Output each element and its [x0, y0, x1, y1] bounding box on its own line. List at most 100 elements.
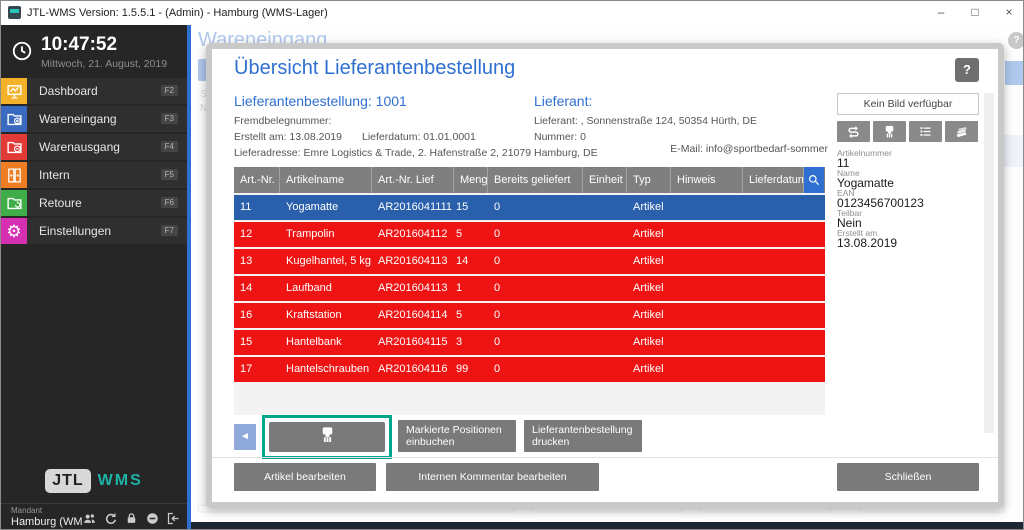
field-label: EAN: [837, 188, 855, 198]
supplier-address: Lieferant: , Sonnenstraße 124, 50354 Hür…: [534, 115, 757, 127]
sidebar-item-dashboard[interactable]: Dashboard F2: [1, 78, 187, 104]
sidebar-item-einstellungen[interactable]: ⚙ Einstellungen F7: [1, 218, 187, 244]
article-details: Artikelnummer 11 Name Yogamatte EAN 0123…: [837, 149, 987, 249]
cell-typ: Artikel: [633, 201, 664, 213]
cell-artikelname: Laufband: [286, 282, 332, 294]
titlebar: JTL-WMS Version: 1.5.5.1 - (Admin) - Ham…: [1, 1, 1023, 25]
cell-spacer: [804, 249, 824, 274]
cell-artikelname: Kugelhantel, 5 kg: [286, 255, 372, 267]
cell-artikelname: Hantelschrauben: [286, 363, 370, 375]
table-row[interactable]: 12 Trampolin AR201604112 5 0 Artikel: [234, 222, 825, 247]
table-row[interactable]: 17 Hantelschrauben AR201604116 99 0 Arti…: [234, 357, 825, 382]
sidebar-item-warenausgang[interactable]: Warenausgang F4: [1, 134, 187, 160]
swap-button[interactable]: [837, 121, 870, 142]
col-artnr[interactable]: Art.-Nr.: [234, 167, 280, 193]
fkey-badge: F2: [160, 85, 178, 96]
sidebar-item-label: Wareneingang: [39, 112, 117, 126]
collapse-panel-button[interactable]: ◄: [234, 424, 256, 450]
sidebar-item-label: Dashboard: [39, 84, 98, 98]
minus-circle-icon[interactable]: [145, 511, 160, 529]
cell-einheit: [583, 357, 627, 382]
supplier-email: E-Mail: info@sportbedarf-sommer: [670, 143, 828, 155]
cell-lieferdatum: [743, 276, 804, 301]
col-bereits-geliefert[interactable]: Bereits geliefert: [488, 167, 583, 193]
cell-artnr-lief: AR201604113: [378, 255, 448, 267]
col-artnr-lief[interactable]: Art.-Nr. Lief: [372, 167, 454, 193]
table-row[interactable]: 15 Hantelbank AR201604115 3 0 Artikel: [234, 330, 825, 355]
lock-icon[interactable]: [124, 511, 139, 529]
col-typ[interactable]: Typ: [627, 167, 671, 193]
help-button[interactable]: ?: [955, 58, 979, 82]
cell-einheit: [583, 222, 627, 247]
cell-lieferdatum: [743, 249, 804, 274]
no-image-placeholder: Kein Bild verfügbar: [837, 93, 979, 115]
book-marked-positions-button[interactable]: Markierte Positionen einbuchen: [398, 420, 516, 452]
cell-menge: 5: [456, 309, 463, 321]
table-row[interactable]: 11 Yogamatte AR2016041111 15 0 Artikel: [234, 195, 825, 220]
minimize-button[interactable]: –: [937, 5, 945, 19]
cell-spacer: [804, 195, 824, 220]
order-heading: Lieferantenbestellung: 1001: [234, 93, 407, 109]
stamp-button-small[interactable]: [873, 121, 906, 142]
window-title: JTL-WMS Version: 1.5.5.1 - (Admin) - Ham…: [27, 7, 328, 19]
dialog-title: Übersicht Lieferantenbestellung: [234, 57, 516, 79]
sidebar-nav: Dashboard F2 Wareneingang F3 Warenausgan…: [1, 78, 187, 246]
cell-menge: 1: [456, 282, 463, 294]
cell-einheit: [583, 276, 627, 301]
cell-artnr-lief: AR201604113: [378, 282, 448, 294]
cell-bereits-geliefert: 0: [494, 282, 501, 294]
jtl-wms-logo: JTL WMS: [1, 469, 187, 493]
close-button[interactable]: ×: [1005, 5, 1013, 19]
table-row[interactable]: 16 Kraftstation AR201604114 5 0 Artikel: [234, 303, 825, 328]
action-highlight-frame: [262, 415, 392, 459]
cell-artikelname: Trampolin: [286, 228, 335, 240]
cell-hinweis: [671, 249, 743, 274]
book-position-button[interactable]: [269, 422, 385, 452]
cell-artikelname: Hantelbank: [286, 336, 342, 348]
return-icon: [1, 190, 27, 216]
cell-lieferdatum: [743, 357, 804, 382]
col-menge[interactable]: Menge: [454, 167, 488, 193]
field-label: Teilbar: [837, 208, 863, 218]
close-dialog-button[interactable]: Schließen: [837, 463, 979, 491]
cell-lieferdatum: [743, 195, 804, 220]
books-button[interactable]: [945, 121, 978, 142]
table-row[interactable]: 13 Kugelhantel, 5 kg AR201604113 14 0 Ar…: [234, 249, 825, 274]
logout-icon[interactable]: [166, 511, 181, 529]
edit-comment-button[interactable]: Internen Kommentar bearbeiten: [386, 463, 599, 491]
positions-table: Art.-Nr. Artikelname Art.-Nr. Lief Menge…: [234, 167, 825, 415]
col-einheit[interactable]: Einheit: [583, 167, 627, 193]
cell-typ: Artikel: [633, 255, 664, 267]
print-order-button[interactable]: Lieferantenbestellung drucken: [524, 420, 642, 452]
cell-typ: Artikel: [633, 228, 664, 240]
cell-menge: 99: [456, 363, 469, 375]
sidebar-item-wareneingang[interactable]: Wareneingang F3: [1, 106, 187, 132]
goods-in-icon: [1, 106, 27, 132]
field-value: 0123456700123: [837, 196, 924, 210]
list-button[interactable]: [909, 121, 942, 142]
cell-artnr: 13: [240, 255, 253, 267]
col-lieferdatum[interactable]: Lieferdatum: [743, 167, 804, 193]
sidebar: 10:47:52 Mittwoch, 21. August, 2019 Dash…: [1, 25, 191, 529]
delivery-address: Lieferadresse: Emre Logistics & Trade, 2…: [234, 147, 598, 159]
sync-icon[interactable]: [103, 511, 118, 529]
cell-hinweis: [671, 357, 743, 382]
mandant-bar: Mandant Hamburg (WM: [1, 503, 187, 529]
scroll-strip: [984, 93, 994, 433]
table-search-button[interactable]: [804, 167, 824, 193]
fremdbelegnummer-label: Fremdbelegnummer:: [234, 115, 332, 127]
col-artikelname[interactable]: Artikelname: [280, 167, 372, 193]
sidebar-item-intern[interactable]: Intern F5: [1, 162, 187, 188]
cell-artnr: 12: [240, 228, 253, 240]
maximize-button[interactable]: □: [971, 5, 979, 19]
cell-lieferdatum: [743, 222, 804, 247]
delivery-date: Lieferdatum: 01.01.0001: [362, 131, 476, 143]
edit-article-button[interactable]: Artikel bearbeiten: [234, 463, 376, 491]
col-hinweis[interactable]: Hinweis: [671, 167, 743, 193]
field-label: Erstellt am: [837, 228, 878, 238]
users-icon[interactable]: [82, 511, 97, 529]
cell-artikelname: Kraftstation: [286, 309, 342, 321]
sidebar-item-label: Warenausgang: [39, 140, 120, 154]
sidebar-item-retoure[interactable]: Retoure F6: [1, 190, 187, 216]
table-row[interactable]: 14 Laufband AR201604113 1 0 Artikel: [234, 276, 825, 301]
